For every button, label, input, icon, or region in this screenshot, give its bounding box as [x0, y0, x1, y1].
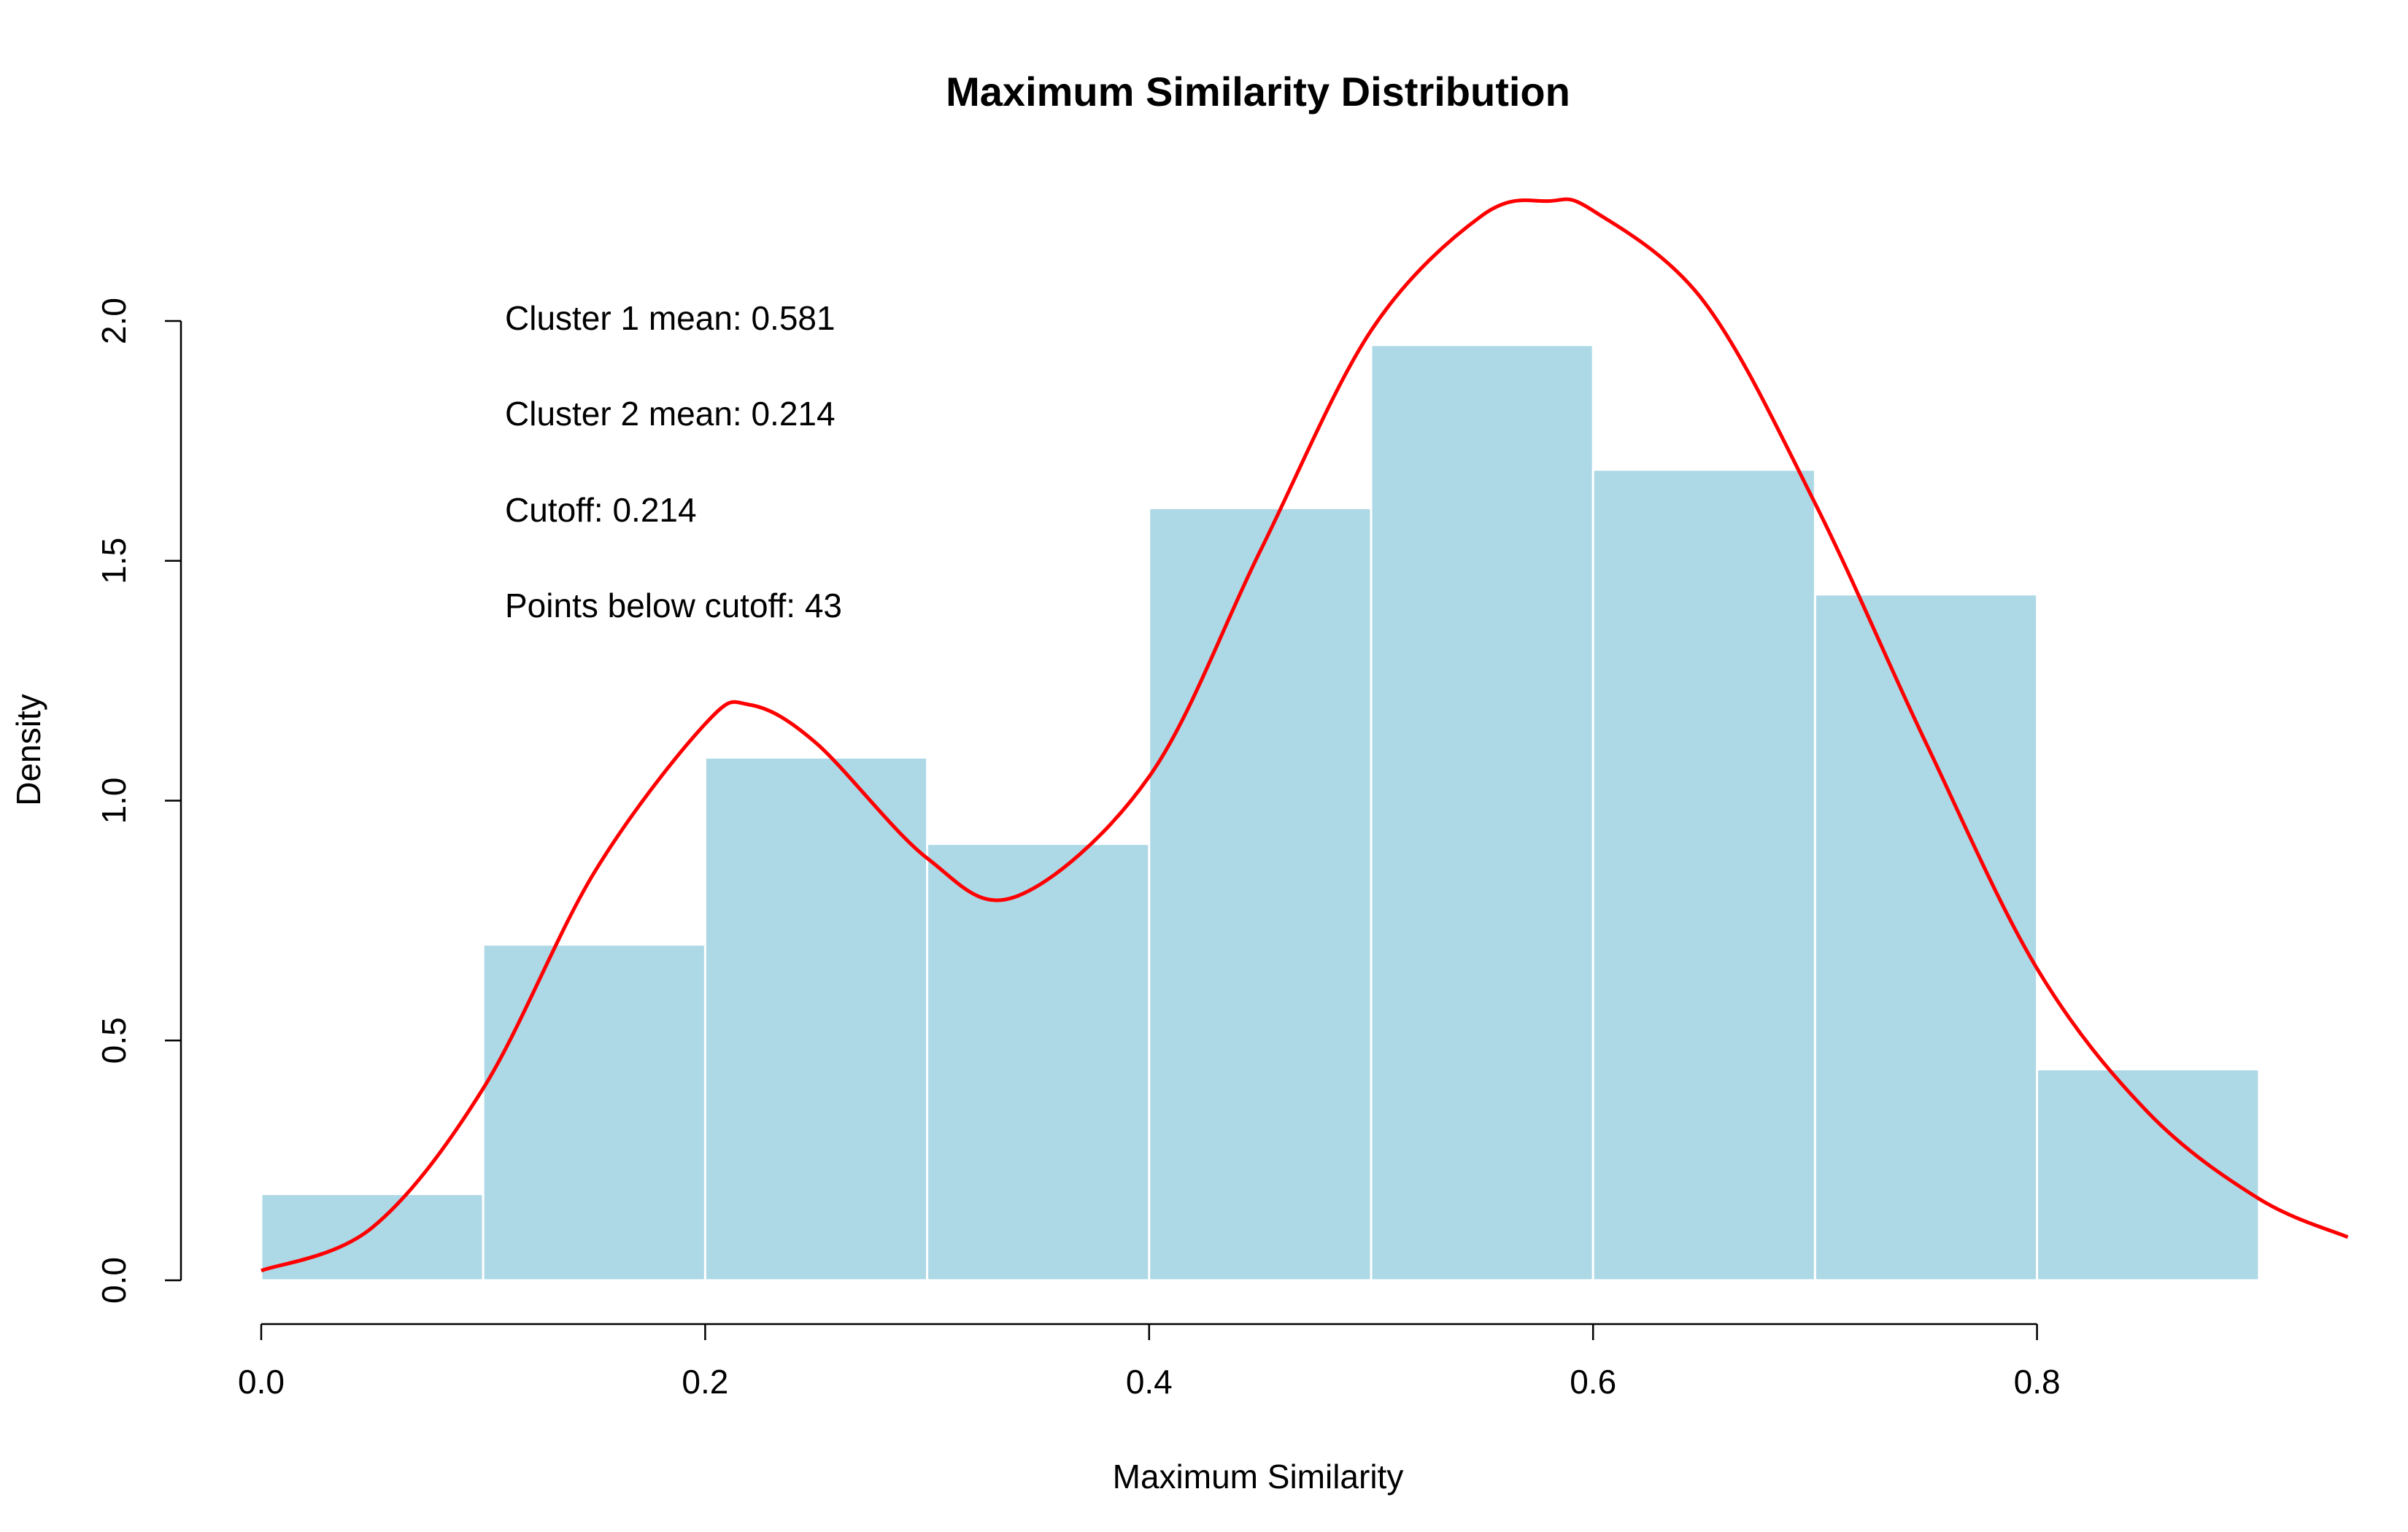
histogram-bar [1370, 344, 1594, 1282]
x-tick-label: 0.4 [1126, 1363, 1173, 1401]
annotation-block: Cluster 1 mean: 0.581 Cluster 2 mean: 0.… [505, 299, 842, 624]
y-axis-label: Density [9, 694, 47, 805]
y-tick-label: 1.0 [95, 778, 133, 824]
histogram-bar [1148, 506, 1373, 1282]
y-tick-label: 1.5 [95, 538, 133, 584]
histogram-bar [1813, 593, 2039, 1282]
x-axis-ticks: 0.0 0.2 0.4 0.6 0.8 [238, 1324, 2061, 1401]
annotation-cutoff: Cutoff: 0.214 [505, 491, 697, 529]
histogram-bars [260, 344, 2261, 1282]
density-curve [261, 197, 2349, 1273]
x-axis-label: Maximum Similarity [1113, 1458, 1404, 1496]
histogram-bar [2036, 1068, 2261, 1282]
histogram-bar [926, 843, 1151, 1282]
x-tick-label: 0.8 [2014, 1363, 2061, 1401]
histogram-bar [703, 756, 929, 1282]
annotation-cluster2-mean: Cluster 2 mean: 0.214 [505, 395, 836, 433]
x-tick-label: 0.0 [238, 1363, 285, 1401]
y-tick-label: 2.0 [95, 298, 133, 344]
annotation-points-below-cutoff: Points below cutoff: 43 [505, 587, 842, 624]
y-axis-ticks: 0.0 0.5 1.0 1.5 2.0 [95, 298, 181, 1304]
histogram-bar [260, 1193, 485, 1282]
x-tick-label: 0.6 [1570, 1363, 1616, 1401]
histogram-bar [1591, 468, 1816, 1282]
y-tick-label: 0.0 [95, 1257, 133, 1304]
x-tick-label: 0.2 [682, 1363, 728, 1401]
chart-title: Maximum Similarity Distribution [946, 69, 1570, 115]
histogram-bar [482, 943, 706, 1282]
annotation-cluster1-mean: Cluster 1 mean: 0.581 [505, 299, 836, 337]
y-tick-label: 0.5 [95, 1017, 133, 1064]
